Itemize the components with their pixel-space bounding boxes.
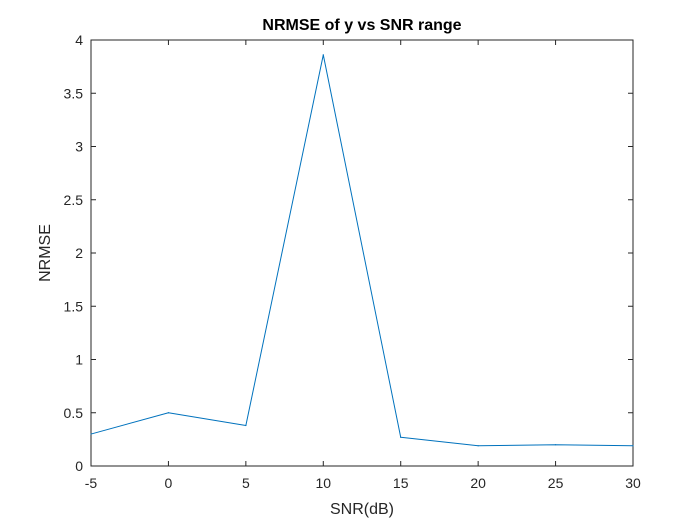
x-tick-label: 15 xyxy=(393,475,409,491)
y-axis: 0 0.5 1 1.5 2 2.5 3 3.5 4 xyxy=(64,32,633,474)
y-tick-label: 0 xyxy=(75,458,83,474)
y-tick-label: 1.5 xyxy=(64,298,84,314)
y-tick-label: 3 xyxy=(75,139,83,155)
y-tick-label: 4 xyxy=(75,32,83,48)
x-tick-label: 10 xyxy=(315,475,331,491)
y-tick-label: 2 xyxy=(75,245,83,261)
x-tick-label: 30 xyxy=(625,475,641,491)
series-line-0 xyxy=(90,54,634,447)
plot-area xyxy=(90,39,634,467)
x-tick-label: 20 xyxy=(470,475,486,491)
x-tick-label: 5 xyxy=(242,475,250,491)
data-point xyxy=(245,424,247,427)
data-point xyxy=(90,433,92,435)
series-layer xyxy=(90,54,634,447)
x-tick-label: 0 xyxy=(165,475,173,491)
data-point xyxy=(477,445,479,447)
data-point xyxy=(632,445,634,447)
x-axis: -5 0 5 10 15 20 25 30 xyxy=(85,40,641,491)
y-tick-label: 0.5 xyxy=(64,405,84,421)
data-point xyxy=(167,412,170,414)
y-axis-label: NRMSE xyxy=(37,224,54,282)
data-point xyxy=(400,436,402,438)
x-tick-label: -5 xyxy=(85,475,98,491)
x-axis-label: SNR(dB) xyxy=(330,501,394,518)
x-tick-label: 25 xyxy=(548,475,564,491)
chart-title: NRMSE of y vs SNR range xyxy=(262,17,461,34)
y-tick-label: 1 xyxy=(75,352,83,368)
y-tick-label: 2.5 xyxy=(64,192,84,208)
data-point xyxy=(554,444,557,446)
data-point xyxy=(322,54,324,56)
y-tick-label: 3.5 xyxy=(64,85,84,101)
